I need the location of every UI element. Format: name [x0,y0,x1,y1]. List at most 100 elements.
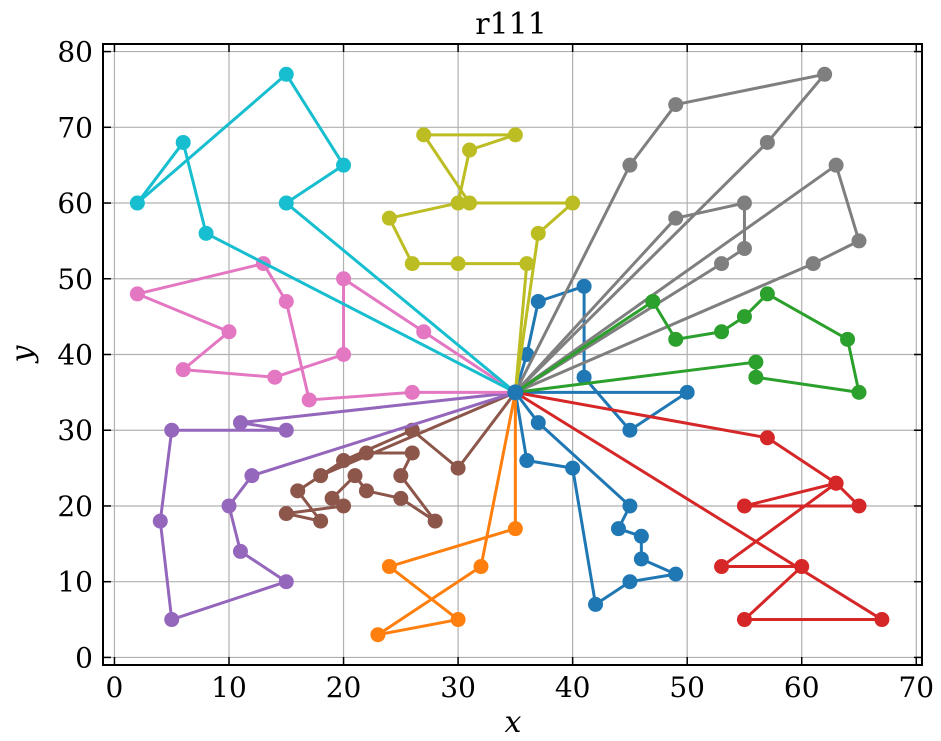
customer-point [794,559,810,575]
customer-point [679,384,695,400]
depot-point [507,384,524,401]
customer-point [462,142,478,158]
customer-point [588,596,604,612]
customer-point [221,324,237,340]
y-tick-label: 70 [57,111,93,144]
y-tick-label: 10 [57,566,93,599]
customer-point [610,521,626,537]
customer-point [336,453,352,469]
customer-point [404,445,420,461]
customer-point [301,392,317,408]
customer-point [576,369,592,385]
customer-point [129,195,145,211]
customer-point [622,574,638,590]
axes: 0 10 20 30 40 50 60 70 0 10 20 30 40 50 60 70 80 [57,36,934,704]
customer-point [393,490,409,506]
customer-point [736,309,752,325]
customer-point [473,559,489,575]
customer-point [530,293,546,309]
y-tick-label: 80 [57,36,93,69]
customer-point [622,157,638,173]
customer-point [530,225,546,241]
customer-point [622,498,638,514]
customer-point [748,369,764,385]
customer-point [519,347,535,362]
y-tick-label: 0 [75,641,93,674]
route-line [135,72,517,394]
route-12 [381,127,581,400]
customer-point [313,513,329,529]
customer-point [278,66,294,82]
y-axis-label: y [5,344,40,364]
route-line [513,284,689,432]
customer-point [714,559,730,575]
customer-point [267,369,283,385]
customer-point [416,324,432,340]
route-8 [370,384,523,643]
route-9 [278,384,523,529]
customer-point [416,127,432,143]
customer-point [462,195,478,211]
customer-point [450,612,466,628]
customer-point [244,468,260,484]
x-tick-label: 60 [784,671,820,704]
customer-point [313,468,329,484]
x-tick-label: 40 [555,671,591,704]
x-tick-label: 50 [669,671,705,704]
customer-point [290,483,306,499]
customer-point [336,157,352,173]
y-tick-label: 60 [57,187,93,220]
route-13 [129,66,523,400]
y-tick-label: 20 [57,490,93,523]
customer-point [129,286,145,302]
customer-point [381,210,397,226]
customer-point [668,331,684,347]
customer-point [358,445,374,461]
x-tick-label: 70 [898,671,934,704]
customer-point [347,468,363,484]
customer-point [519,453,535,469]
customer-point [576,278,592,294]
customer-point [164,612,180,628]
customer-point [736,612,752,628]
customer-point [450,195,466,211]
x-tick-label: 0 [106,671,124,704]
customer-point [427,513,443,529]
route-3 [507,66,833,400]
customer-point [714,324,730,340]
y-tick-label: 40 [57,339,93,372]
customer-point [851,233,867,249]
route-10 [152,384,523,628]
chart-title: r111 [475,7,547,42]
customer-point [278,293,294,309]
customer-point [336,347,352,362]
customer-point [736,240,752,256]
customer-point [278,422,294,438]
customer-point [759,286,775,302]
customer-point [805,256,821,272]
customer-point [404,256,420,272]
customer-point [381,559,397,575]
route-series [129,66,890,643]
customer-point [668,566,684,582]
customer-point [828,475,844,491]
route-line [284,390,517,523]
x-tick-label: 20 [326,671,362,704]
route-1 [507,278,695,438]
customer-point [736,195,752,211]
customer-point [840,331,856,347]
customer-point [519,256,535,272]
customer-point [221,498,237,514]
customer-point [851,498,867,514]
customer-point [232,415,248,431]
customer-point [851,384,867,400]
customer-point [175,134,191,150]
route-line [514,72,827,394]
customer-point [748,354,764,370]
customer-point [633,528,649,544]
customer-point [164,422,180,438]
customer-point [278,574,294,590]
customer-point [278,506,294,522]
customer-point [565,195,581,211]
